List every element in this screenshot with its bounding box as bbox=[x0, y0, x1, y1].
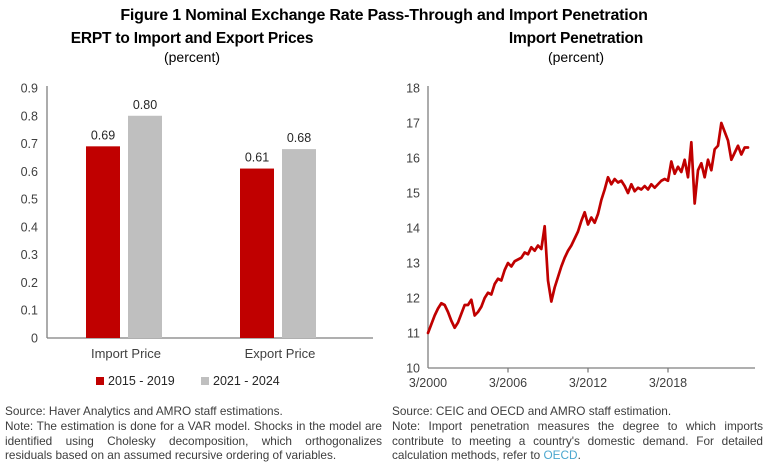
bar-value-label: 0.61 bbox=[245, 151, 269, 165]
bar-y-tick-label: 0.9 bbox=[21, 82, 38, 96]
left-panel-header: ERPT to Import and Export Prices (percen… bbox=[0, 29, 384, 67]
bar-import-price-2021-2024 bbox=[128, 115, 162, 339]
right-panel-header: Import Penetration (percent) bbox=[384, 29, 768, 67]
legend-label-2015-2019: 2015 - 2019 bbox=[108, 374, 175, 388]
bar-y-tick-label: 0.7 bbox=[21, 137, 38, 151]
bar-export-price-2021-2024 bbox=[282, 149, 316, 338]
import-penetration-line-chart: 10 11 12 13 14 15 16 17 18 3/2000 3/2006 3/2012 3/20… bbox=[406, 82, 755, 390]
bar-export-price-2015-2019 bbox=[240, 168, 274, 338]
line-x-tick-label: 3/2012 bbox=[569, 376, 607, 390]
right-chart-unit: (percent) bbox=[547, 49, 605, 65]
import-penetration-line bbox=[426, 121, 750, 335]
line-y-tick-label: 15 bbox=[406, 187, 420, 201]
legend-swatch-2021-2024 bbox=[201, 377, 209, 385]
line-y-tick-label: 16 bbox=[406, 152, 420, 166]
line-y-tick-label: 10 bbox=[406, 362, 420, 376]
right-note-text: Note: Import penetration measures the de… bbox=[392, 419, 763, 463]
oecd-link[interactable]: OECD bbox=[543, 448, 578, 463]
left-chart-unit: (percent) bbox=[163, 49, 221, 65]
line-x-tick-label: 3/2000 bbox=[409, 376, 447, 390]
bar-import-price-2015-2019 bbox=[86, 146, 120, 338]
line-x-tick-label: 3/2006 bbox=[489, 376, 527, 390]
bar-category-label-export-price: Export Price bbox=[245, 346, 316, 361]
bar-y-tick-label: 0.2 bbox=[21, 276, 38, 290]
right-note-before-link: Note: Import penetration measures the de… bbox=[392, 418, 763, 463]
left-chart-title: ERPT to Import and Export Prices bbox=[70, 30, 314, 47]
bar-y-tick-label: 0 bbox=[31, 332, 38, 346]
right-footnote: Source: CEIC and OECD and AMRO staff est… bbox=[392, 404, 763, 463]
bar-category-label-import-price: Import Price bbox=[91, 346, 161, 361]
bar-y-tick-label: 0.4 bbox=[21, 220, 38, 234]
legend-label-2021-2024: 2021 - 2024 bbox=[213, 374, 280, 388]
bar-value-label: 0.80 bbox=[133, 98, 157, 112]
bar-y-tick-label: 0.8 bbox=[21, 109, 38, 123]
bar-y-tick-label: 0.5 bbox=[21, 193, 38, 207]
right-source-text: Source: CEIC and OECD and AMRO staff est… bbox=[392, 404, 672, 418]
left-source-text: Source: Haver Analytics and AMRO staff e… bbox=[5, 404, 283, 418]
bar-y-tick-label: 0.6 bbox=[21, 165, 38, 179]
right-chart-title: Import Penetration bbox=[508, 30, 644, 47]
line-y-tick-label: 14 bbox=[406, 222, 420, 236]
bar-y-tick-label: 0.1 bbox=[21, 304, 38, 318]
line-y-tick-label: 18 bbox=[406, 82, 420, 96]
erpt-bar-chart: 0 0.1 0.2 0.3 0.4 0.5 0.6 0.7 0.8 0.9 0.69 0.80 Impo… bbox=[21, 82, 373, 388]
right-note-after-link: . bbox=[577, 448, 581, 463]
legend-swatch-2015-2019 bbox=[96, 377, 104, 385]
line-y-tick-label: 17 bbox=[406, 117, 420, 131]
bar-value-label: 0.68 bbox=[287, 131, 311, 145]
bar-value-label: 0.69 bbox=[91, 128, 115, 142]
line-y-tick-label: 12 bbox=[406, 292, 420, 306]
left-footnote: Source: Haver Analytics and AMRO staff e… bbox=[5, 404, 382, 463]
left-note-text: Note: The estimation is done for a VAR m… bbox=[5, 418, 382, 463]
line-y-tick-label: 13 bbox=[406, 257, 420, 271]
bar-y-tick-label: 0.3 bbox=[21, 248, 38, 262]
line-y-tick-label: 11 bbox=[407, 327, 420, 341]
line-x-tick-label: 3/2018 bbox=[649, 376, 687, 390]
figure-title: Figure 1 Nominal Exchange Rate Pass-Thro… bbox=[120, 7, 648, 24]
